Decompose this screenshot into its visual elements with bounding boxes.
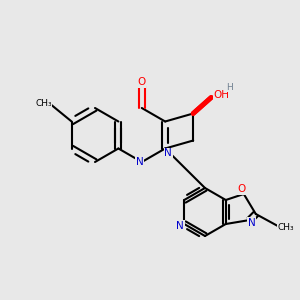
Text: N: N [136, 157, 144, 167]
Text: N: N [164, 148, 172, 158]
Text: N: N [176, 221, 184, 231]
Text: CH₃: CH₃ [278, 224, 294, 232]
Text: OH: OH [213, 91, 229, 100]
Text: CH₃: CH₃ [35, 99, 52, 108]
Text: O: O [238, 184, 246, 194]
Text: O: O [138, 77, 146, 87]
Text: H: H [226, 83, 232, 92]
Text: N: N [248, 218, 256, 228]
